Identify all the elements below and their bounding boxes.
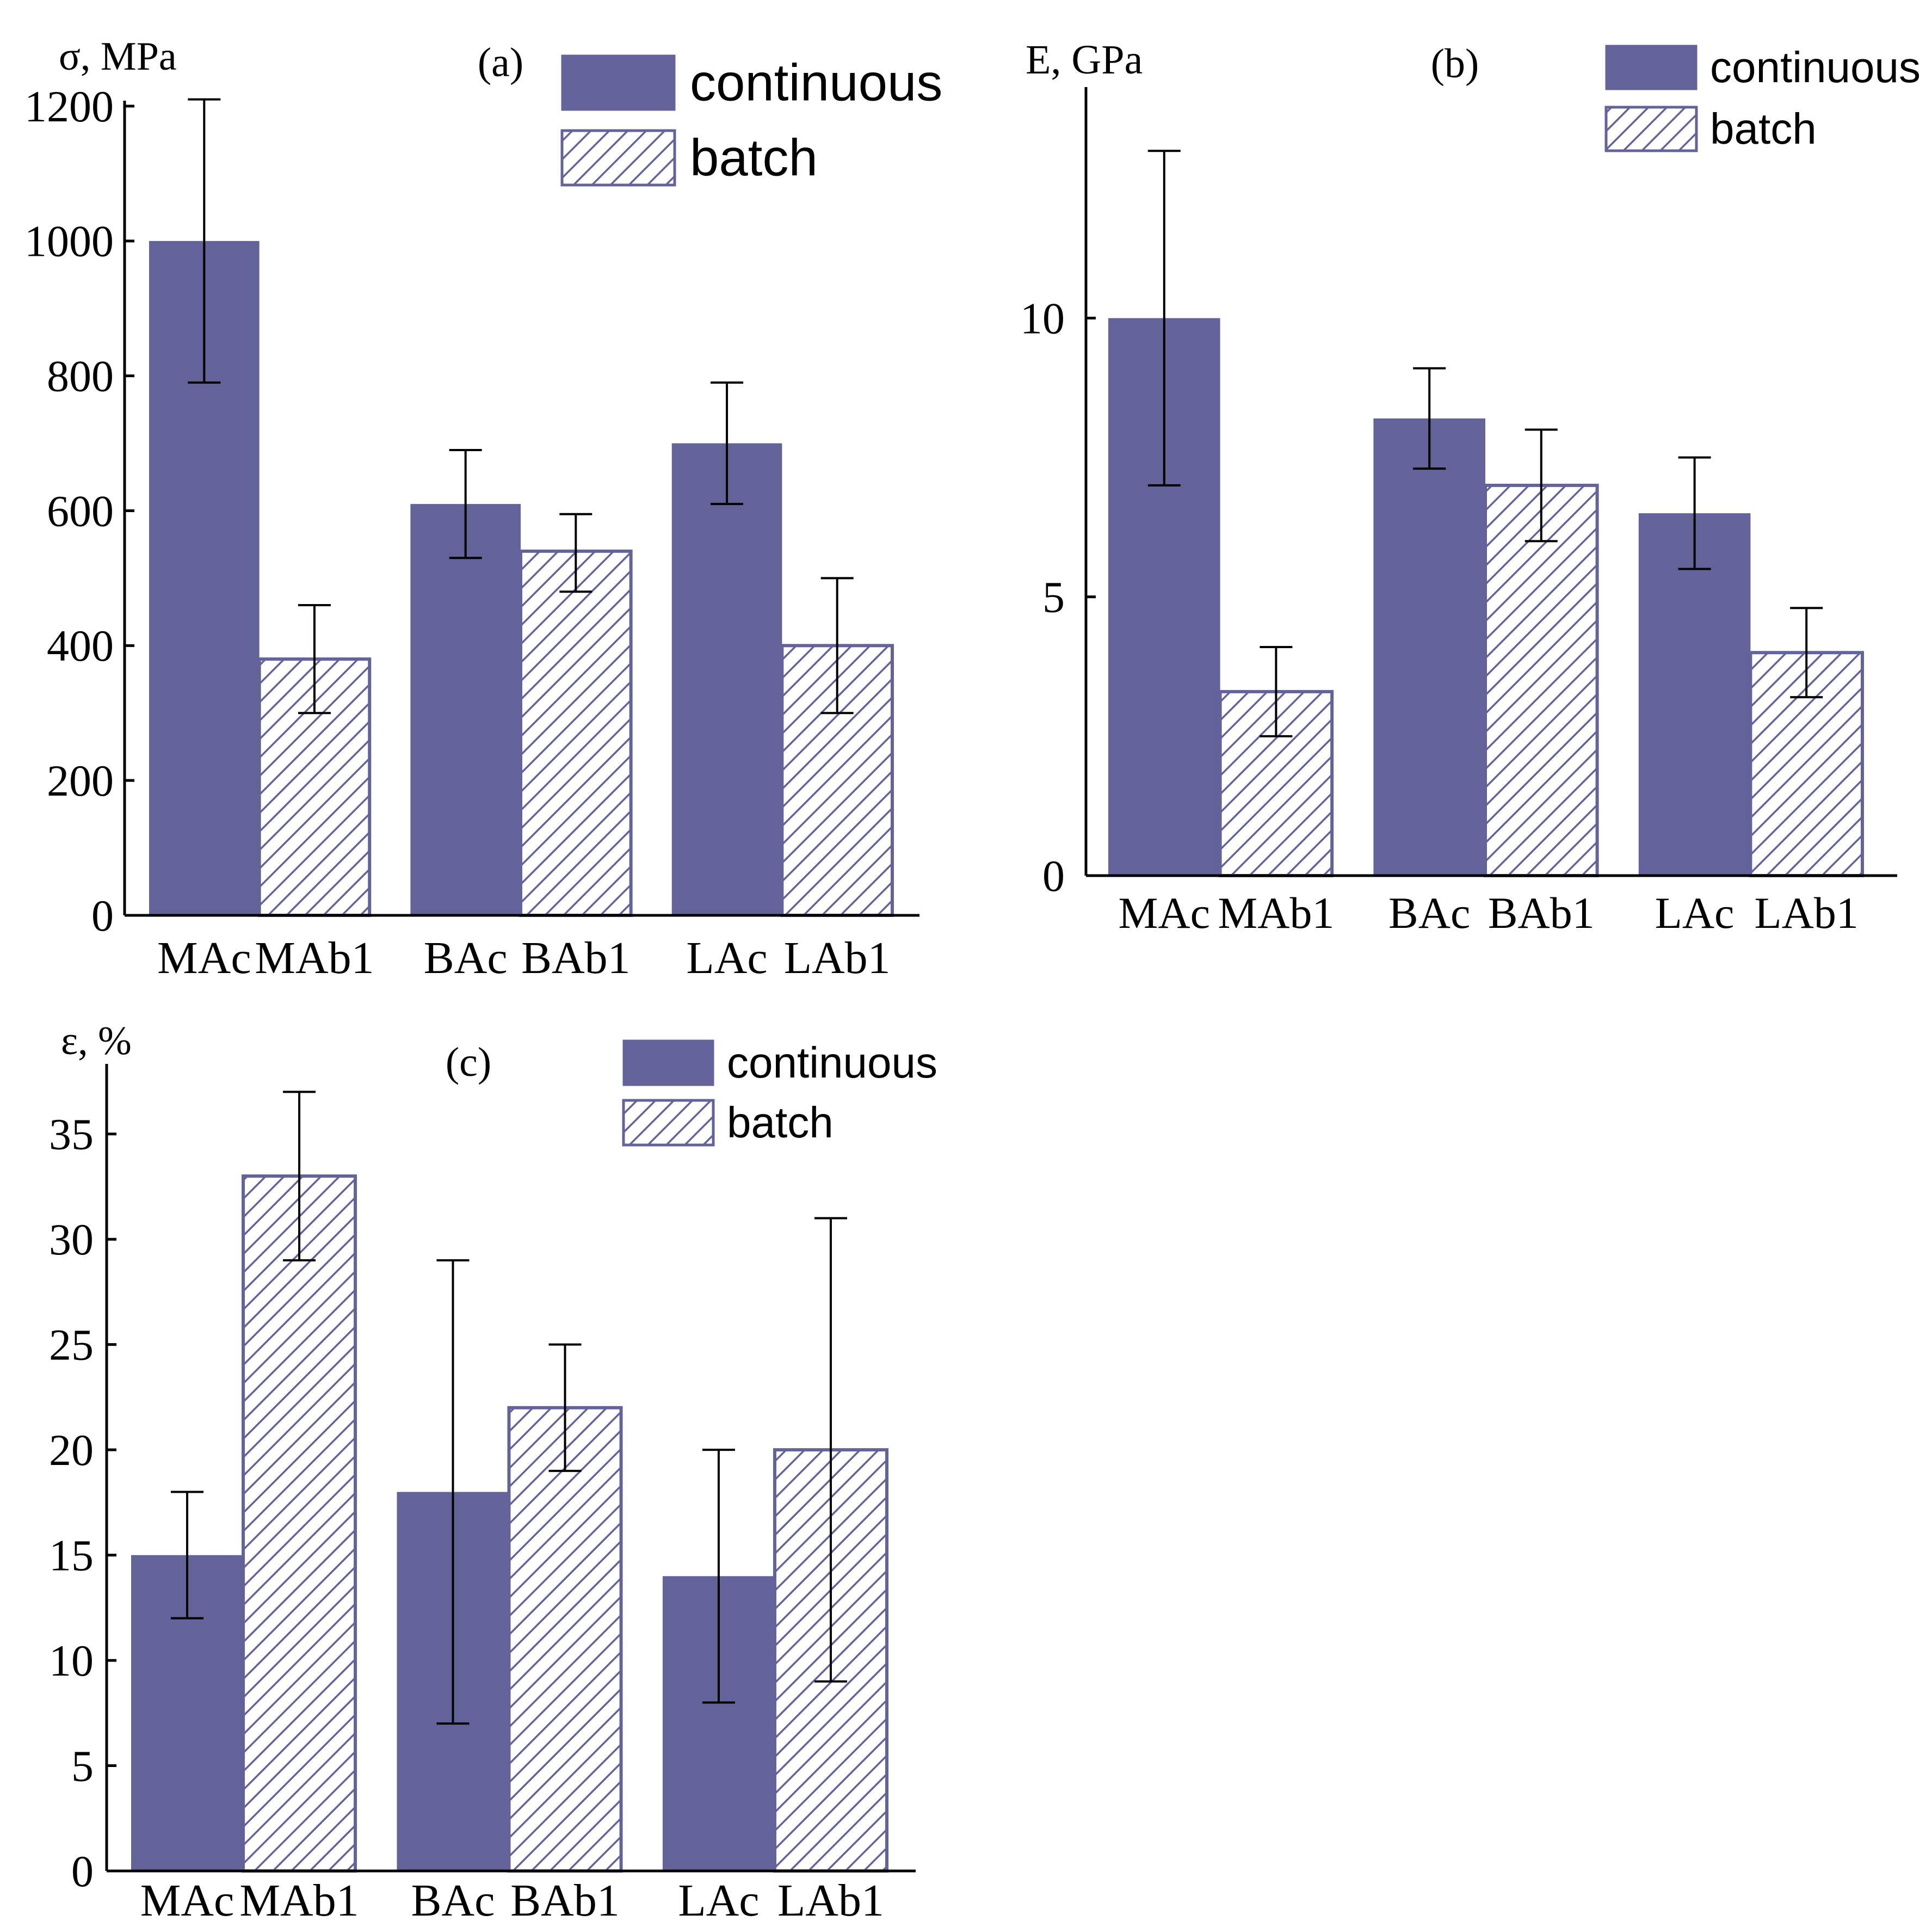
x-tick-label-LAc: LAc bbox=[678, 1875, 759, 1926]
legend-swatch-batch bbox=[1604, 106, 1698, 152]
y-tick-label: 0 bbox=[1042, 851, 1065, 901]
legend-label-continuous: continuous bbox=[727, 1038, 937, 1087]
bar-LAc bbox=[1638, 513, 1751, 876]
legend-swatch-continuous bbox=[1605, 45, 1698, 90]
y-tick-label: 400 bbox=[47, 621, 114, 670]
panel-label: (a) bbox=[478, 40, 523, 85]
legend-swatch-batch bbox=[560, 129, 676, 187]
x-tick-label-MAc: MAc bbox=[1119, 888, 1211, 938]
bar-BAc bbox=[1373, 418, 1485, 876]
y-tick-label: 20 bbox=[49, 1425, 94, 1475]
bar-BAb1 bbox=[507, 1406, 623, 1873]
legend-label-batch: batch bbox=[690, 129, 818, 187]
legend-label-batch: batch bbox=[1710, 104, 1817, 153]
legend-swatch-batch bbox=[622, 1099, 715, 1147]
y-tick-label: 5 bbox=[71, 1741, 94, 1790]
y-tick-label: 10 bbox=[49, 1636, 94, 1685]
y-axis-label: σ, MPa bbox=[59, 34, 177, 79]
y-tick-label: 0 bbox=[71, 1846, 94, 1896]
y-tick-label: 200 bbox=[47, 756, 114, 805]
x-tick-label-BAc: BAc bbox=[411, 1875, 495, 1926]
x-tick-label-MAc: MAc bbox=[157, 933, 251, 983]
y-tick-label: 0 bbox=[91, 891, 114, 940]
x-tick-label-BAc: BAc bbox=[1388, 888, 1470, 938]
x-tick-label-LAc: LAc bbox=[1655, 888, 1735, 938]
y-tick-label: 15 bbox=[49, 1530, 94, 1580]
x-tick-label-LAb1: LAb1 bbox=[777, 1875, 884, 1926]
x-tick-label-BAb1: BAb1 bbox=[521, 933, 631, 983]
legend-label-continuous: continuous bbox=[690, 54, 942, 112]
y-axis-label: ε, % bbox=[61, 1019, 132, 1063]
panel-label: (c) bbox=[446, 1039, 491, 1085]
y-tick-label: 800 bbox=[47, 352, 114, 401]
y-tick-label: 25 bbox=[49, 1320, 94, 1370]
y-axis-label: E, GPa bbox=[1026, 37, 1143, 83]
legend-label-batch: batch bbox=[727, 1098, 834, 1147]
bar-BAb1 bbox=[519, 549, 633, 917]
legend-swatch-continuous bbox=[622, 1039, 714, 1086]
x-tick-label-BAb1: BAb1 bbox=[1488, 888, 1595, 938]
legend-label-continuous: continuous bbox=[1710, 43, 1921, 91]
x-tick-label-MAb1: MAb1 bbox=[239, 1875, 359, 1926]
x-tick-label-LAb1: LAb1 bbox=[784, 933, 891, 983]
x-tick-label-MAc: MAc bbox=[140, 1875, 234, 1926]
bar-LAc bbox=[671, 443, 782, 915]
y-tick-label: 1000 bbox=[24, 217, 114, 266]
bar-MAb1 bbox=[242, 1174, 357, 1873]
y-tick-label: 10 bbox=[1020, 293, 1065, 343]
y-tick-label: 30 bbox=[49, 1215, 94, 1264]
chart-panel-b: 0 5 10 MAc MAb1 BAc BAb1 LAc LAb1 E, GPa (b) contin… bbox=[1020, 37, 1921, 938]
legend-swatch-continuous bbox=[561, 54, 676, 111]
x-tick-label-BAc: BAc bbox=[424, 933, 508, 983]
chart-panel-c: 0 5 10 15 20 25 30 35 MAc MAb1 BAc BAb1 LAc LAb1 ε, % (… bbox=[49, 1019, 937, 1926]
bar-BAb1 bbox=[1484, 483, 1599, 877]
bar-BAc bbox=[410, 504, 521, 915]
y-tick-label: 1200 bbox=[24, 82, 114, 131]
chart-panel-a: 0 200 400 600 800 1000 1200 MAc MAb1 BAc BAb1 LAc LA… bbox=[24, 34, 942, 983]
y-tick-label: 5 bbox=[1042, 572, 1065, 622]
x-tick-label-BAb1: BAb1 bbox=[510, 1875, 620, 1926]
x-tick-label-MAb1: MAb1 bbox=[1218, 888, 1334, 938]
x-tick-label-LAc: LAc bbox=[686, 933, 767, 983]
y-tick-label: 35 bbox=[49, 1110, 94, 1159]
x-tick-label-LAb1: LAb1 bbox=[1755, 888, 1859, 938]
y-tick-label: 600 bbox=[47, 486, 114, 535]
x-tick-label-MAb1: MAb1 bbox=[255, 933, 374, 983]
panel-label: (b) bbox=[1431, 41, 1479, 87]
